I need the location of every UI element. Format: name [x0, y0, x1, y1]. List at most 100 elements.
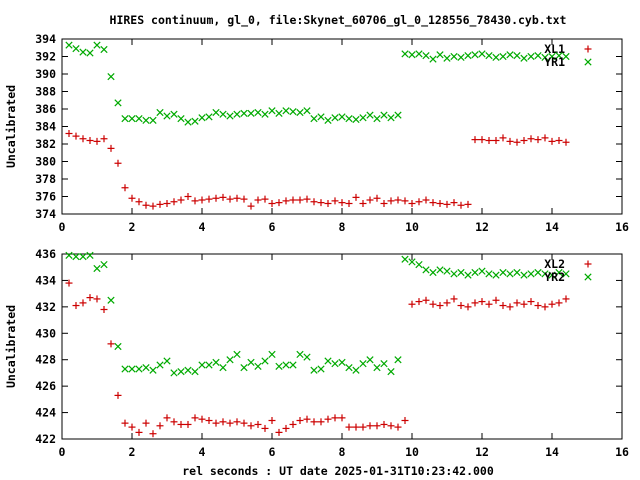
data-point-xl1 — [492, 137, 500, 144]
data-point-yr2 — [93, 264, 101, 273]
data-point-xl1 — [408, 200, 416, 207]
data-point-xl1 — [177, 196, 185, 204]
data-point-xl2 — [408, 300, 416, 308]
data-point-xl2 — [219, 418, 227, 426]
data-point-xl1 — [303, 195, 311, 203]
data-point-yr1 — [380, 111, 388, 119]
x-tick-label: 6 — [269, 445, 276, 459]
data-point-yr1 — [114, 99, 122, 107]
data-point-xl2 — [401, 417, 409, 424]
data-point-xl1 — [135, 198, 143, 206]
data-point-yr2 — [534, 268, 542, 277]
data-point-xl1 — [219, 193, 227, 201]
data-point-yr1 — [247, 109, 255, 117]
data-point-yr2 — [485, 270, 493, 278]
data-point-xl2 — [562, 295, 570, 303]
data-point-yr2 — [247, 358, 255, 366]
data-point-yr2 — [527, 270, 535, 278]
data-point-xl2 — [149, 430, 157, 438]
data-point-xl2 — [289, 420, 297, 428]
data-point-xl1 — [275, 199, 283, 207]
data-point-xl1 — [205, 195, 213, 203]
data-point-xl1 — [527, 135, 535, 143]
legend-marker — [584, 45, 592, 53]
x-tick-label: 14 — [545, 445, 559, 459]
data-point-yr1 — [387, 114, 395, 122]
data-point-xl2 — [128, 423, 136, 431]
data-point-xl2 — [93, 295, 101, 303]
x-tick-label: 12 — [475, 445, 489, 459]
data-point-yr1 — [534, 52, 542, 60]
data-point-xl2 — [114, 391, 122, 399]
data-point-yr1 — [513, 52, 521, 60]
y-tick-label: 390 — [35, 67, 56, 81]
data-point-yr2 — [212, 358, 220, 366]
data-point-yr2 — [506, 270, 514, 278]
data-point-xl1 — [170, 198, 178, 206]
lower-panel: 0 2 4 6 8 10 12 14 16 422 424 426 428 430 432 434 436 Unc… — [4, 247, 629, 459]
data-point-yr1 — [394, 111, 402, 119]
y-tick-label: 434 — [35, 273, 56, 287]
data-point-xl2 — [450, 295, 458, 303]
data-point-xl1 — [541, 134, 549, 142]
data-point-yr2 — [541, 270, 549, 278]
data-point-yr2 — [149, 366, 157, 374]
data-point-xl2 — [548, 300, 556, 308]
data-point-yr1 — [373, 115, 381, 123]
data-point-xl2 — [86, 294, 94, 302]
data-point-xl1 — [93, 137, 101, 145]
x-tick-label: 12 — [475, 220, 489, 234]
data-point-yr2 — [373, 364, 381, 372]
data-point-yr2 — [191, 367, 199, 376]
data-point-yr1 — [303, 107, 311, 115]
data-point-xl1 — [114, 159, 122, 167]
data-point-yr2 — [289, 361, 297, 369]
data-point-yr1 — [275, 109, 283, 117]
x-tick-label: 4 — [199, 445, 206, 459]
data-point-xl1 — [485, 137, 493, 144]
data-point-xl1 — [86, 137, 94, 144]
data-point-yr2 — [548, 271, 556, 279]
data-point-xl1 — [499, 134, 507, 142]
data-point-yr2 — [422, 266, 430, 274]
data-point-xl2 — [443, 299, 451, 307]
legend-marker — [584, 58, 592, 66]
data-point-yr1 — [527, 52, 535, 61]
data-point-xl2 — [506, 303, 514, 311]
data-point-yr1 — [156, 108, 164, 117]
plot-frame — [61, 38, 623, 215]
data-point-xl1 — [163, 200, 171, 207]
data-point-xl2 — [100, 306, 108, 313]
data-point-xl2 — [513, 299, 521, 307]
data-point-xl1 — [100, 135, 108, 143]
data-point-yr1 — [198, 114, 206, 122]
data-point-yr1 — [233, 110, 241, 118]
data-point-yr1 — [282, 107, 290, 115]
data-point-xl1 — [184, 193, 192, 200]
data-point-xl1 — [380, 200, 388, 207]
data-point-xl1 — [226, 195, 234, 203]
data-point-xl1 — [555, 137, 563, 144]
data-point-yr2 — [380, 360, 388, 368]
data-point-xl1 — [471, 136, 479, 144]
data-point-xl1 — [65, 130, 73, 137]
data-point-xl1 — [254, 196, 262, 204]
data-point-xl1 — [415, 198, 423, 206]
data-point-yr1 — [86, 49, 94, 57]
data-point-xl1 — [345, 200, 353, 207]
data-point-xl2 — [135, 428, 143, 436]
data-point-xl1 — [548, 137, 556, 145]
data-point-xl2 — [247, 422, 255, 430]
x-tick-label: 2 — [129, 220, 136, 234]
data-point-xl2 — [422, 296, 430, 304]
data-point-yr2 — [72, 253, 80, 261]
data-point-yr2 — [310, 366, 318, 374]
data-point-yr2 — [436, 266, 444, 274]
y-tick-label: 392 — [35, 50, 56, 64]
y-tick-label: 432 — [35, 300, 56, 314]
data-point-xl2 — [233, 418, 241, 426]
data-point-yr2 — [226, 356, 234, 364]
y-tick-label: 384 — [35, 120, 56, 134]
data-point-yr2 — [254, 362, 262, 370]
data-point-xl2 — [499, 302, 507, 310]
